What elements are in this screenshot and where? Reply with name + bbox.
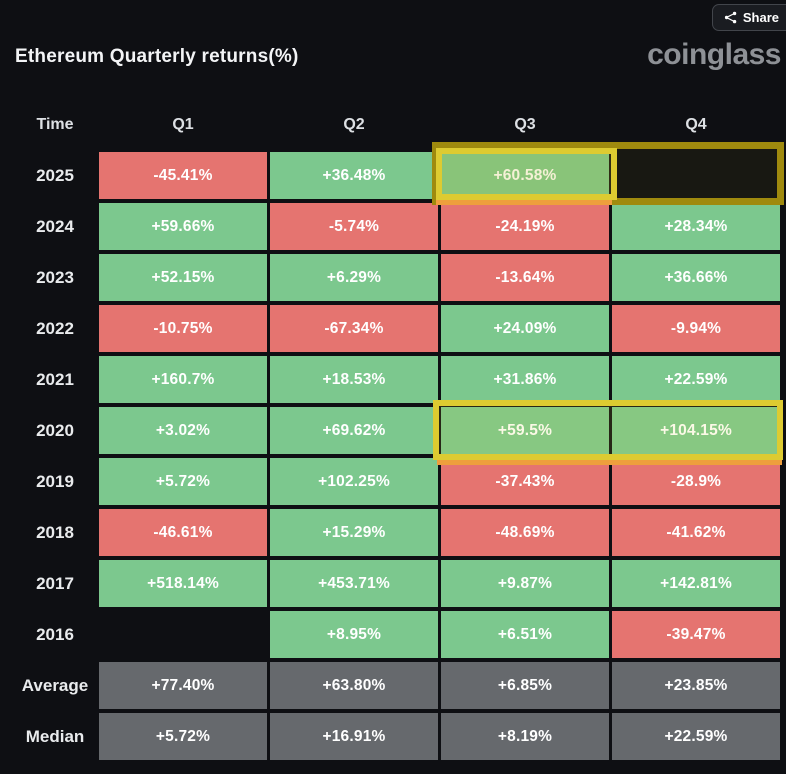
cell-2020-q4: +104.15%	[612, 407, 780, 454]
row-label-2022: 2022	[36, 318, 74, 338]
cell-2017-q4: +142.81%	[612, 560, 780, 607]
row-label-average: Average	[21, 675, 89, 695]
cell-2018-q3: -48.69%	[441, 509, 609, 556]
cell-average-q2: +63.80%	[270, 662, 438, 709]
cell-2022-q4: -9.94%	[612, 305, 780, 352]
column-header-q3: Q3	[514, 115, 536, 133]
cell-2025-q2: +36.48%	[270, 152, 438, 199]
cell-2016-q2: +8.95%	[270, 611, 438, 658]
cell-2024-q1: +59.66%	[99, 203, 267, 250]
column-header-q1: Q1	[172, 115, 194, 133]
row-label-2020: 2020	[36, 420, 74, 440]
cell-2024-q2: -5.74%	[270, 203, 438, 250]
returns-table: Time Q1 Q2 Q3 Q4 2025 -45.41% +36.48% +60.58% 202…	[0, 101, 780, 760]
row-label-2021: 2021	[36, 369, 74, 389]
row-label-median: Median	[25, 726, 85, 746]
cell-average-q1: +77.40%	[99, 662, 267, 709]
cell-2021-q2: +18.53%	[270, 356, 438, 403]
cell-2018-q1: -46.61%	[99, 509, 267, 556]
cell-2019-q3: -37.43%	[441, 458, 609, 505]
cell-2021-q1: +160.7%	[99, 356, 267, 403]
cell-median-q4: +22.59%	[612, 713, 780, 760]
row-label-2023: 2023	[36, 267, 74, 287]
cell-2022-q1: -10.75%	[99, 305, 267, 352]
share-button[interactable]: Share	[711, 4, 786, 31]
cell-2021-q4: +22.59%	[612, 356, 780, 403]
cell-2024-q3: -24.19%	[441, 203, 609, 250]
cell-2024-q4: +28.34%	[612, 203, 780, 250]
cell-2021-q3: +31.86%	[441, 356, 609, 403]
column-header-q2: Q2	[343, 115, 365, 133]
cell-2018-q2: +15.29%	[270, 509, 438, 556]
cell-2025-q3: +60.58%	[441, 152, 609, 199]
cell-median-q2: +16.91%	[270, 713, 438, 760]
cell-2017-q3: +9.87%	[441, 560, 609, 607]
cell-average-q3: +6.85%	[441, 662, 609, 709]
cell-2016-q1	[99, 611, 267, 658]
row-label-2024: 2024	[36, 216, 74, 236]
cell-2019-q2: +102.25%	[270, 458, 438, 505]
cell-2019-q1: +5.72%	[99, 458, 267, 505]
cell-2022-q3: +24.09%	[441, 305, 609, 352]
cell-2023-q3: -13.64%	[441, 254, 609, 301]
cell-2020-q3: +59.5%	[441, 407, 609, 454]
row-label-2019: 2019	[36, 471, 74, 491]
cell-median-q1: +5.72%	[99, 713, 267, 760]
cell-2023-q2: +6.29%	[270, 254, 438, 301]
cell-2017-q1: +518.14%	[99, 560, 267, 607]
cell-2019-q4: -28.9%	[612, 458, 780, 505]
cell-2016-q3: +6.51%	[441, 611, 609, 658]
column-header-q4: Q4	[685, 115, 707, 133]
row-label-2018: 2018	[36, 522, 74, 542]
row-label-2017: 2017	[36, 573, 74, 593]
cell-median-q3: +8.19%	[441, 713, 609, 760]
cell-2017-q2: +453.71%	[270, 560, 438, 607]
cell-2016-q4: -39.47%	[612, 611, 780, 658]
page-title: Ethereum Quarterly returns(%)	[15, 46, 299, 67]
cell-2020-q1: +3.02%	[99, 407, 267, 454]
coinglass-logo[interactable]: coinglass	[647, 38, 781, 71]
cell-2025-q1: -45.41%	[99, 152, 267, 199]
cell-2025-q4	[612, 152, 780, 199]
share-button-label: Share	[742, 10, 779, 25]
cell-2023-q4: +36.66%	[612, 254, 780, 301]
cell-2022-q2: -67.34%	[270, 305, 438, 352]
cell-2018-q4: -41.62%	[612, 509, 780, 556]
share-nodes-icon	[724, 11, 737, 24]
row-label-2016: 2016	[36, 624, 74, 644]
row-label-2025: 2025	[36, 165, 74, 185]
column-header-time: Time	[36, 115, 74, 133]
cell-2020-q2: +69.62%	[270, 407, 438, 454]
cell-average-q4: +23.85%	[612, 662, 780, 709]
cell-2023-q1: +52.15%	[99, 254, 267, 301]
